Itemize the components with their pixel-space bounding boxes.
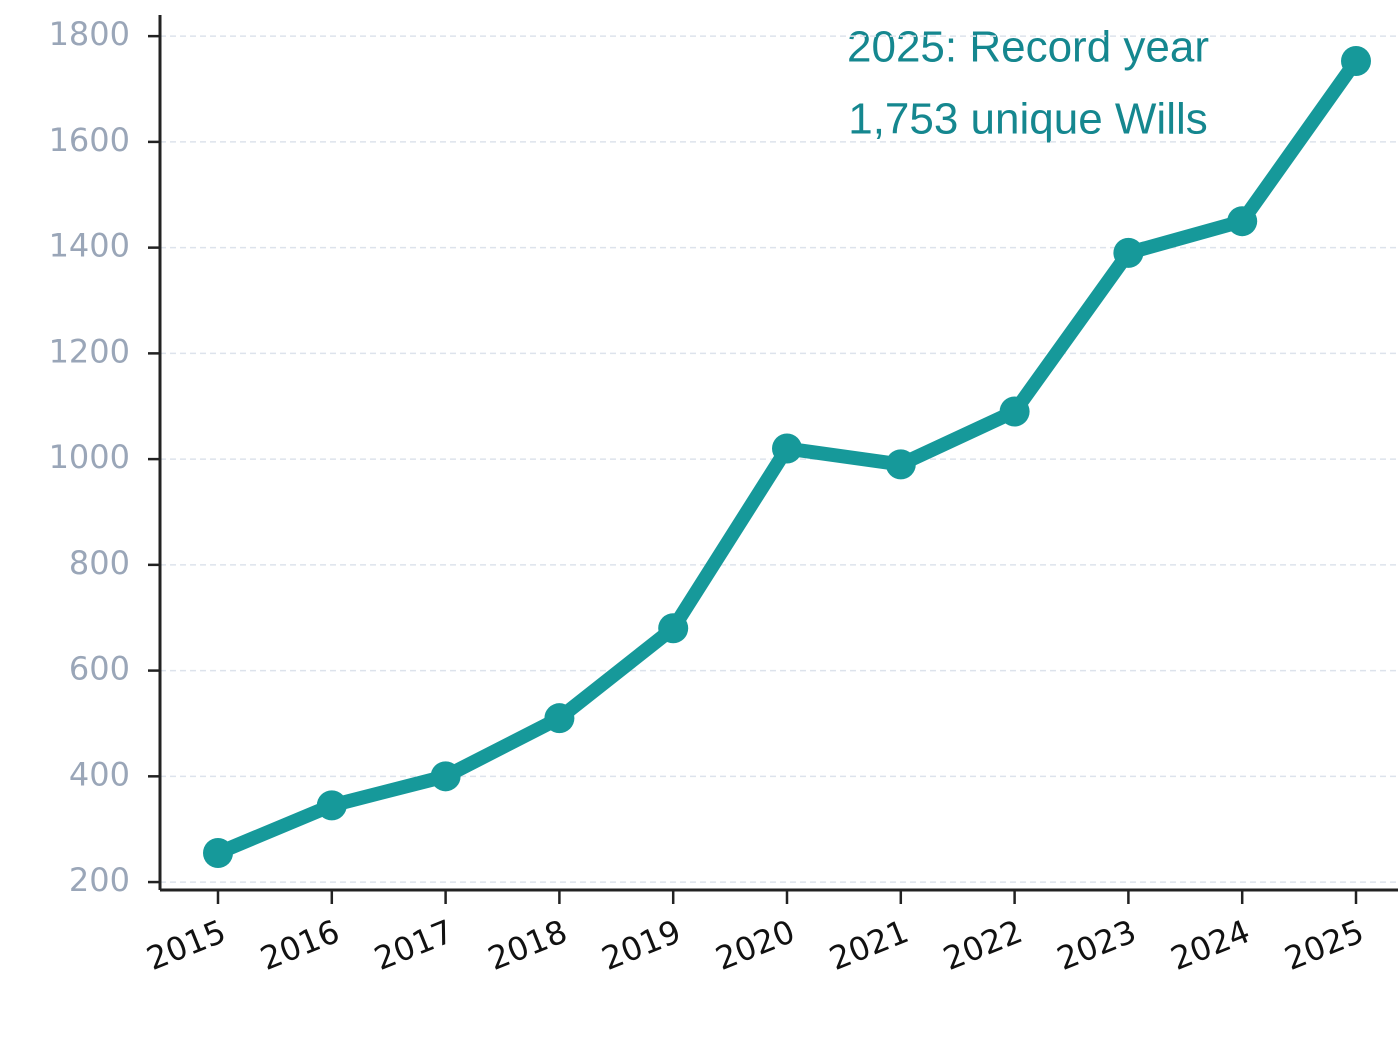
x-tick-label: 2019 (596, 912, 686, 978)
point (1227, 206, 1258, 237)
x-tick-label: 2015 (141, 912, 231, 978)
y-tick-label: 1400 (49, 227, 130, 265)
y-tick-label: 400 (69, 755, 130, 793)
annotation: 1,753 unique Wills (848, 95, 1208, 144)
x-tick-label: 2022 (938, 912, 1028, 978)
x-tick-label: 2016 (255, 912, 345, 978)
point (999, 396, 1030, 427)
y-tick-label: 1200 (49, 332, 130, 370)
x-tick-label: 2025 (1279, 912, 1369, 978)
x-tick-label: 2018 (483, 912, 573, 978)
point (1113, 237, 1144, 268)
y-tick-label: 1000 (49, 438, 130, 476)
x-tick-label: 2017 (369, 912, 459, 978)
x-tick-label: 2024 (1165, 912, 1255, 978)
point (1341, 45, 1371, 76)
annotation: 2025: Record year (847, 23, 1209, 72)
y-tick-label: 1800 (49, 15, 130, 53)
point (316, 790, 347, 821)
x-tick-label: 2021 (824, 912, 914, 978)
point (772, 433, 802, 464)
point (203, 837, 233, 868)
x-tick-label: 2023 (1052, 912, 1142, 978)
x-tick-label: 2020 (710, 912, 800, 978)
point (544, 703, 575, 734)
plot: 200 400 600 800 1000 1200 1400 1600 1800 2015 2016… (49, 15, 1398, 978)
y-tick-label: 1600 (49, 121, 130, 159)
point (885, 449, 916, 480)
y-tick-label: 200 (69, 861, 130, 899)
y-tick-label: 600 (69, 650, 130, 688)
point (658, 613, 689, 644)
point (430, 761, 461, 792)
y-tick-label: 800 (69, 544, 130, 582)
